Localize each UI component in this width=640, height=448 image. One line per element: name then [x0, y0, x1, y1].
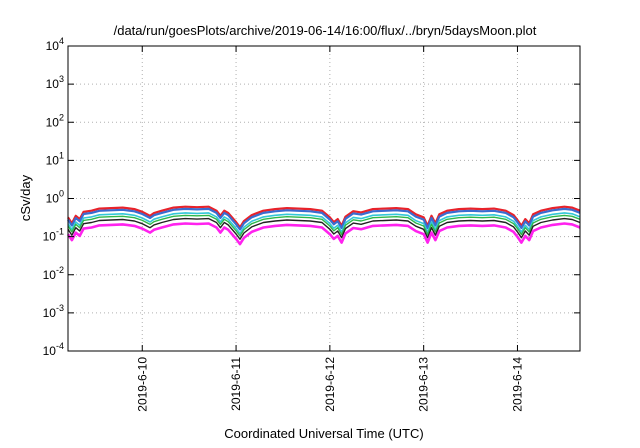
grid: [68, 45, 580, 352]
x-tick-label: 2019-6-13: [417, 357, 431, 412]
y-tick-label: 10-3: [43, 303, 64, 320]
y-tick-label: 10-4: [43, 341, 64, 358]
y-axis-label: cSv/day: [18, 174, 33, 221]
chart-title: /data/run/goesPlots/archive/2019-06-14/1…: [114, 23, 537, 38]
y-tick-label: 100: [46, 189, 64, 206]
x-tick-label: 2019-6-11: [229, 357, 243, 411]
series-line-5: [67, 217, 581, 240]
series-line-6: [66, 222, 581, 246]
y-tick-label: 104: [46, 36, 64, 53]
axis-ticks: [68, 45, 580, 352]
series-line-2: [67, 207, 581, 231]
series-line-1: [67, 205, 581, 229]
y-tick-label: 103: [46, 74, 64, 91]
y-tick-labels: 104 103 102 101 100 10-1 10-2 10-3 10-4: [43, 36, 64, 358]
series-line-3: [67, 212, 581, 235]
y-tick-label: 10-2: [43, 265, 64, 282]
y-tick-label: 10-1: [43, 227, 64, 244]
x-tick-label: 2019-6-12: [323, 357, 337, 412]
y-tick-label: 102: [46, 112, 64, 129]
x-tick-label: 2019-6-14: [510, 357, 524, 412]
x-tick-label: 2019-6-10: [135, 357, 149, 412]
series-line-4: [67, 214, 581, 237]
y-tick-label: 101: [46, 150, 64, 167]
x-tick-labels: 2019-6-10 2019-6-11 2019-6-12 2019-6-13 2019…: [135, 357, 524, 412]
series-group: [66, 205, 581, 246]
x-axis-label: Coordinated Universal Time (UTC): [224, 426, 423, 441]
